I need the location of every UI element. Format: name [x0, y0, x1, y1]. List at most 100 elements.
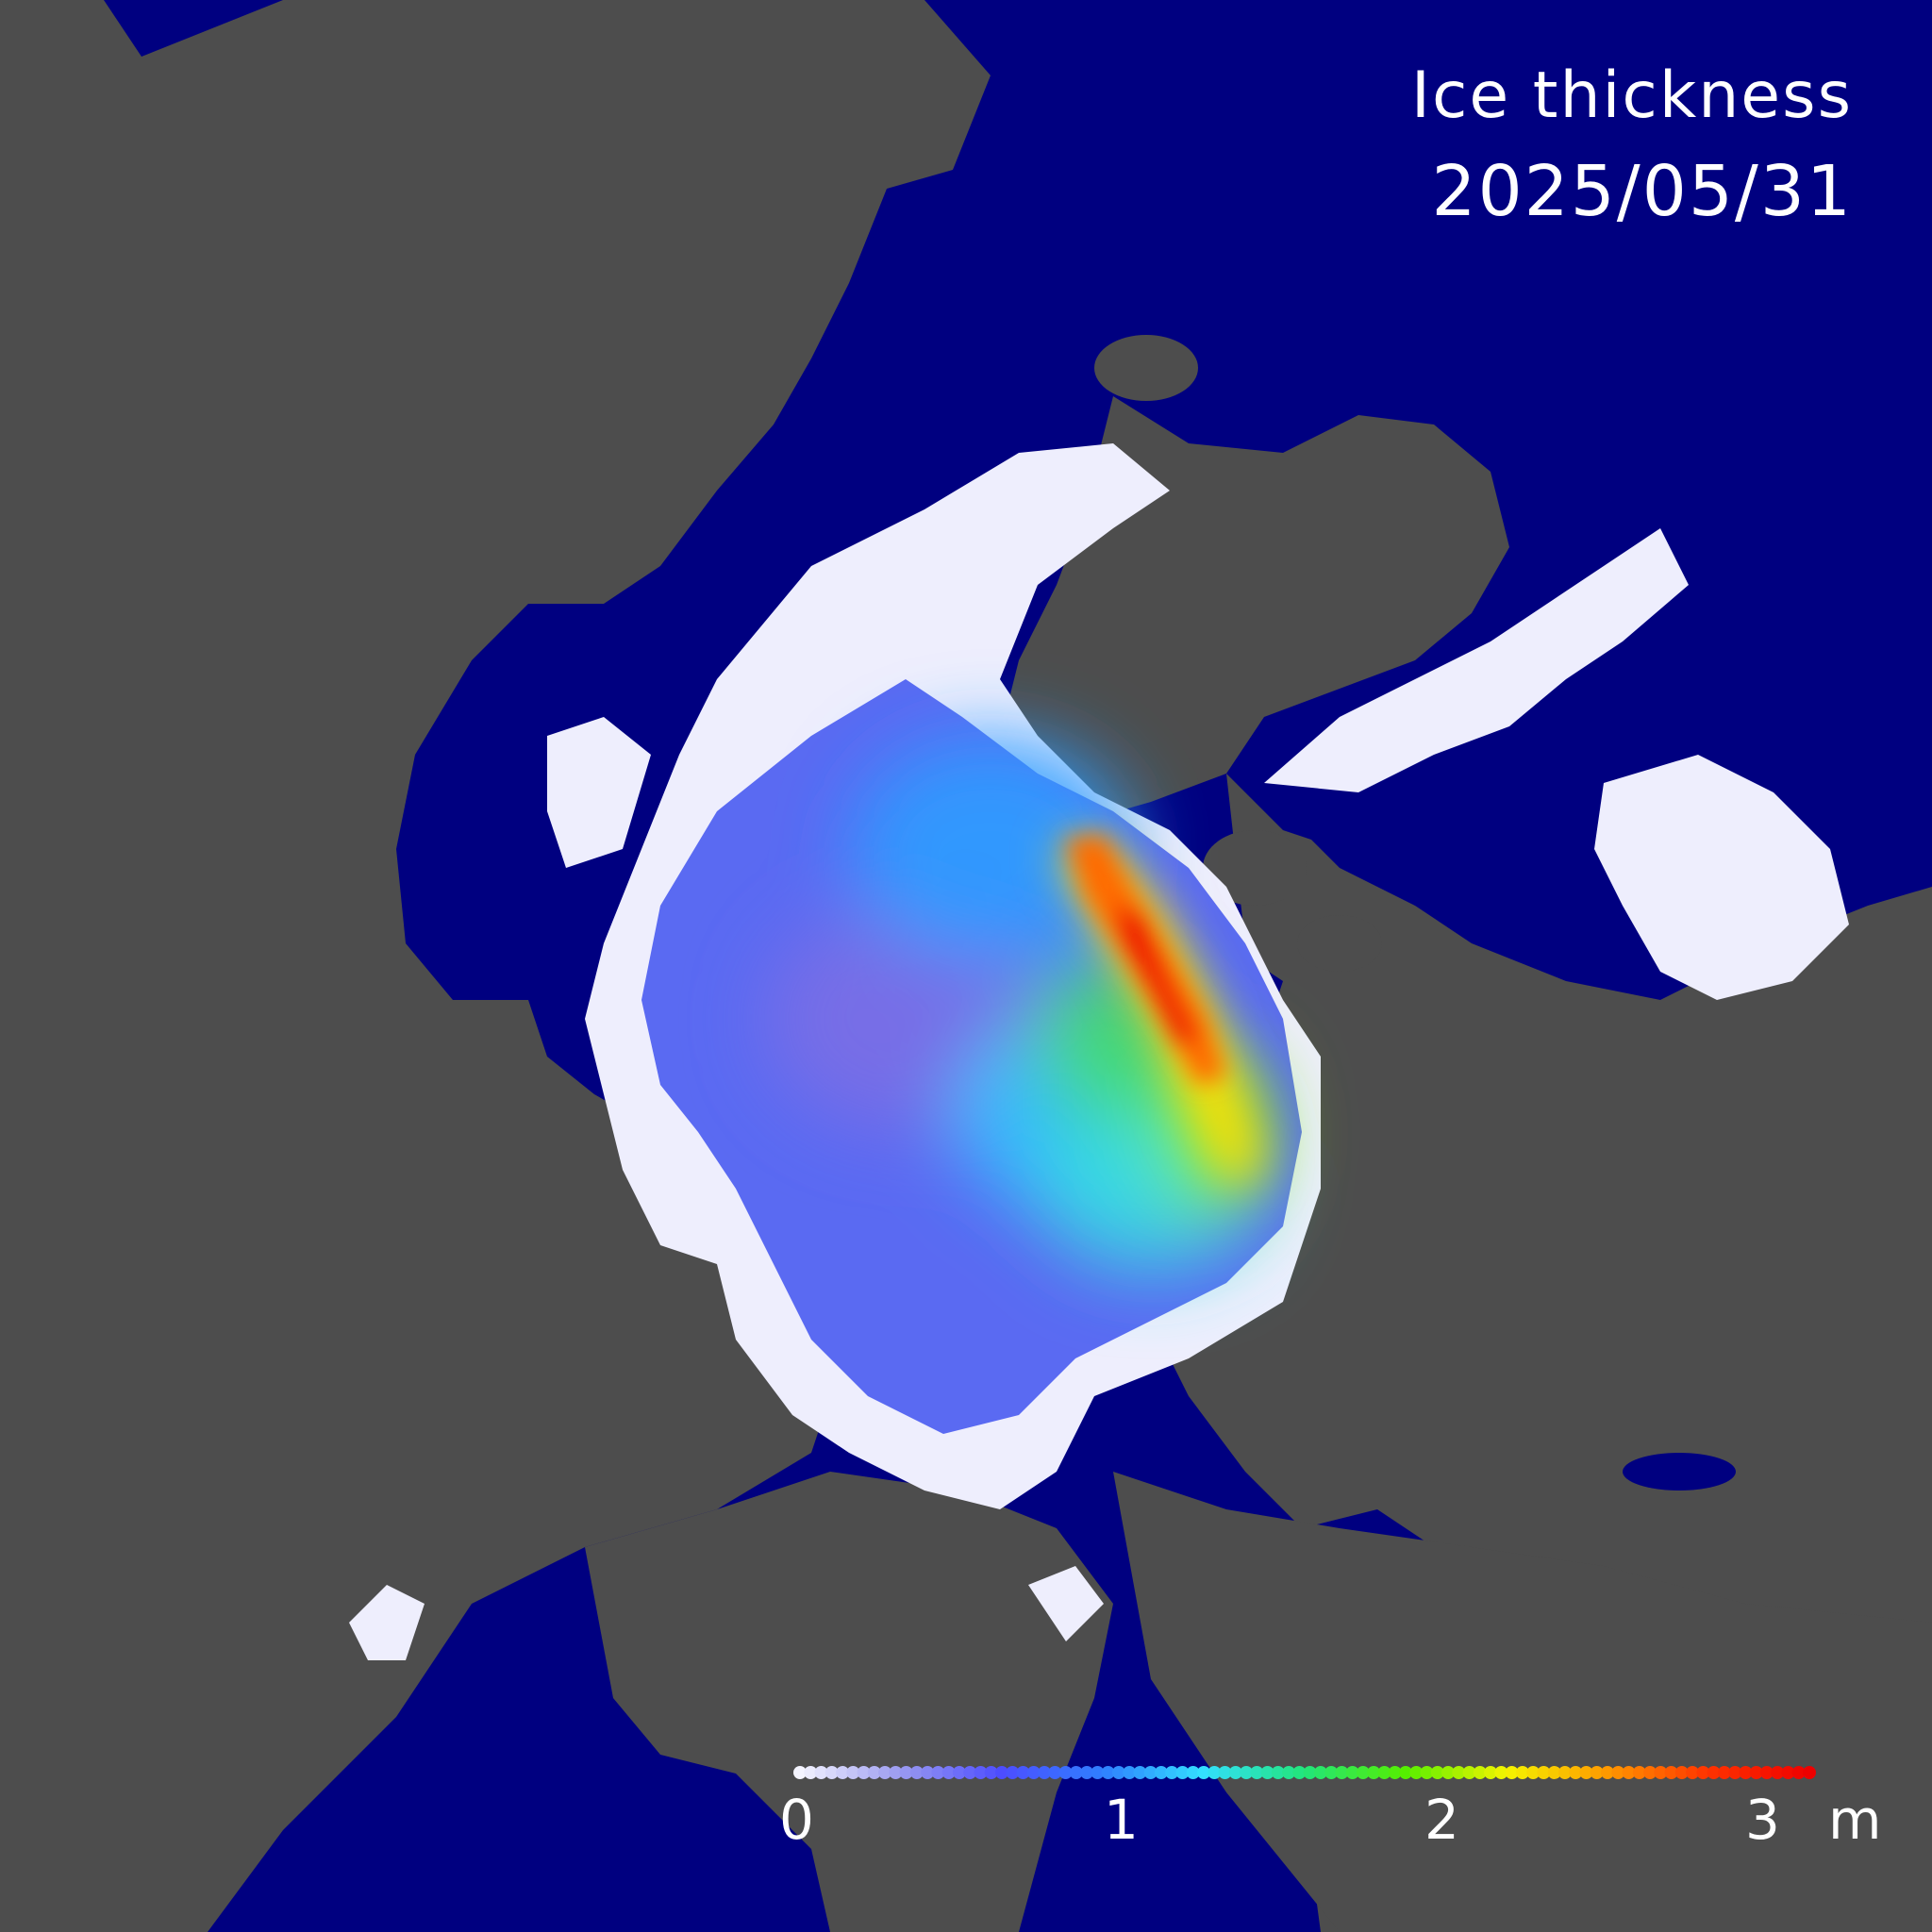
colorbar-swatch	[1537, 1766, 1551, 1779]
colorbar-swatch	[1058, 1766, 1073, 1779]
colorbar-swatch	[995, 1766, 1008, 1779]
colorbar-swatch	[1123, 1766, 1137, 1779]
colorbar-swatch	[1240, 1766, 1254, 1779]
colorbar-swatch	[1069, 1766, 1083, 1779]
colorbar-swatch	[1218, 1766, 1232, 1779]
colorbar-swatch	[984, 1766, 998, 1779]
colorbar-swatch	[1717, 1766, 1731, 1779]
colorbar-swatch	[857, 1766, 871, 1779]
colorbar-swatch	[1547, 1766, 1561, 1779]
colorbar-swatch	[1282, 1766, 1296, 1779]
map-title: Ice thickness	[1410, 58, 1853, 133]
colorbar	[793, 1766, 1816, 1779]
colorbar-swatch	[1494, 1766, 1508, 1779]
colorbar-swatch	[963, 1766, 977, 1779]
colorbar-swatch	[1016, 1766, 1030, 1779]
colorbar-swatch	[1664, 1766, 1678, 1779]
colorbar-swatch	[1569, 1766, 1583, 1779]
colorbar-swatch	[921, 1766, 935, 1779]
colorbar-swatch	[1579, 1766, 1593, 1779]
colorbar-swatch	[1696, 1766, 1710, 1779]
colorbar-swatch	[1484, 1766, 1498, 1779]
colorbar-swatch	[1143, 1766, 1158, 1779]
colorbar-swatch	[1313, 1766, 1327, 1779]
colorbar-swatch	[1707, 1766, 1721, 1779]
colorbar-swatch	[1611, 1766, 1625, 1779]
colorbar-swatch	[1165, 1766, 1179, 1779]
colorbar-swatch	[1771, 1766, 1785, 1779]
colorbar-swatch	[878, 1766, 892, 1779]
colorbar-swatch	[1197, 1766, 1210, 1779]
colorbar-swatch	[1430, 1766, 1444, 1779]
colorbar-swatch	[814, 1766, 828, 1779]
colorbar-swatch	[1335, 1766, 1349, 1779]
colorbar-swatch	[1260, 1766, 1274, 1779]
colorbar-swatch	[1080, 1766, 1094, 1779]
colorbar-swatch	[1367, 1766, 1381, 1779]
colorbar-swatch	[1292, 1766, 1307, 1779]
colorbar-swatch	[1303, 1766, 1317, 1779]
colorbar-swatch	[867, 1766, 881, 1779]
colorbar-swatch	[941, 1766, 956, 1779]
colorbar-swatch	[1356, 1766, 1370, 1779]
colorbar-swatch	[1399, 1766, 1412, 1779]
colorbar-swatch	[1345, 1766, 1359, 1779]
colorbar-swatch	[1674, 1766, 1689, 1779]
colorbar-unit: m	[1828, 1788, 1882, 1852]
colorbar-swatch	[1739, 1766, 1753, 1779]
colorbar-swatch	[793, 1766, 807, 1779]
colorbar-swatch	[931, 1766, 945, 1779]
colorbar-swatch	[1006, 1766, 1020, 1779]
colorbar-swatch	[1038, 1766, 1052, 1779]
colorbar-swatch	[1622, 1766, 1636, 1779]
ice-thickness-field	[641, 679, 1302, 1434]
colorbar-swatch	[1250, 1766, 1264, 1779]
colorbar-swatch	[1026, 1766, 1041, 1779]
colorbar-swatch	[1686, 1766, 1700, 1779]
colorbar-swatch	[1803, 1766, 1816, 1779]
colorbar-swatch	[909, 1766, 924, 1779]
colorbar-swatch	[1441, 1766, 1456, 1779]
colorbar-swatch	[1452, 1766, 1466, 1779]
colorbar-swatch	[1728, 1766, 1742, 1779]
colorbar-swatch	[1601, 1766, 1614, 1779]
colorbar-swatch	[1048, 1766, 1062, 1779]
colorbar-swatch	[1749, 1766, 1763, 1779]
colorbar-swatch	[1388, 1766, 1402, 1779]
colorbar-swatch	[1409, 1766, 1424, 1779]
colorbar-swatch	[1111, 1766, 1125, 1779]
colorbar-swatch	[1208, 1766, 1222, 1779]
colorbar-swatch	[1632, 1766, 1646, 1779]
colorbar-swatch	[1186, 1766, 1200, 1779]
colorbar-swatch	[1175, 1766, 1190, 1779]
colorbar-swatch	[889, 1766, 903, 1779]
colorbar-swatch	[1526, 1766, 1541, 1779]
colorbar-swatch	[1154, 1766, 1168, 1779]
colorbar-swatch	[846, 1766, 860, 1779]
colorbar-swatch	[1420, 1766, 1434, 1779]
colorbar-swatch	[1101, 1766, 1115, 1779]
colorbar-swatch	[1228, 1766, 1242, 1779]
colorbar-swatch	[974, 1766, 988, 1779]
colorbar-swatch	[1590, 1766, 1604, 1779]
colorbar-swatch	[1515, 1766, 1529, 1779]
colorbar-swatch	[1781, 1766, 1795, 1779]
colorbar-swatch	[1377, 1766, 1391, 1779]
colorbar-swatch	[1505, 1766, 1519, 1779]
colorbar-swatch	[1271, 1766, 1285, 1779]
colorbar-swatch	[824, 1766, 839, 1779]
colorbar-swatch	[1133, 1766, 1147, 1779]
colorbar-swatch	[899, 1766, 913, 1779]
colorbar-swatch	[1654, 1766, 1668, 1779]
colorbar-swatch	[804, 1766, 818, 1779]
colorbar-swatch	[1791, 1766, 1806, 1779]
colorbar-tick-1: 1	[1104, 1788, 1139, 1852]
colorbar-tick-3: 3	[1745, 1788, 1780, 1852]
colorbar-swatch	[836, 1766, 850, 1779]
colorbar-tick-0: 0	[779, 1788, 814, 1852]
colorbar-swatch	[1557, 1766, 1572, 1779]
map-date: 2025/05/31	[1431, 151, 1853, 232]
